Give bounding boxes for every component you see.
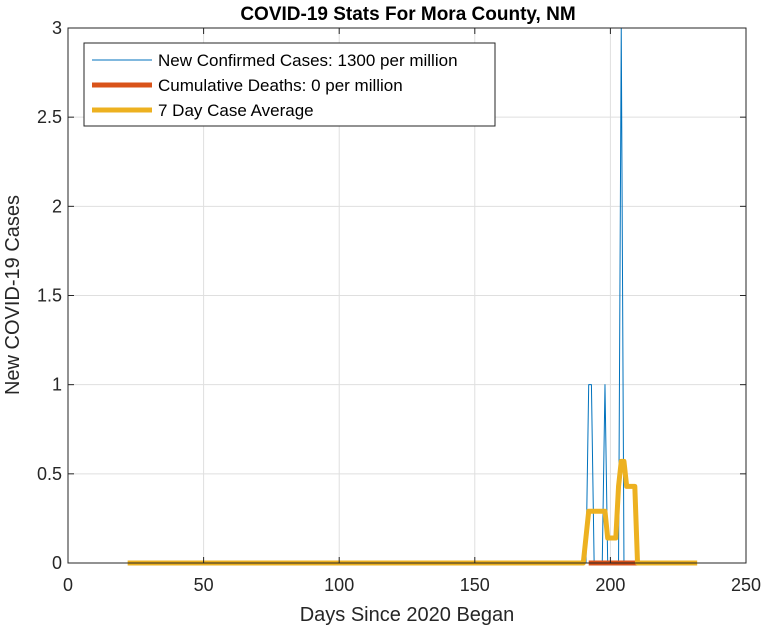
x-axis-label: Days Since 2020 Began — [300, 604, 515, 626]
y-tick-label: 1.5 — [37, 286, 62, 306]
legend-items: New Confirmed Cases: 1300 per million Cum… — [92, 51, 458, 120]
y-tick-label: 0 — [52, 553, 62, 573]
legend: New Confirmed Cases: 1300 per million Cum… — [83, 42, 496, 127]
legend-label-3: 7 Day Case Average — [158, 101, 314, 120]
x-tick-label: 250 — [731, 575, 761, 595]
x-tick-label: 50 — [194, 575, 214, 595]
x-tick-label: 150 — [460, 575, 490, 595]
y-tick-label: 2 — [52, 196, 62, 216]
legend-label-1: New Confirmed Cases: 1300 per million — [158, 51, 458, 70]
x-tick-label: 100 — [324, 575, 354, 595]
y-tick-label: 0.5 — [37, 464, 62, 484]
x-tick-label: 200 — [595, 575, 625, 595]
series-line-3 — [127, 458, 698, 566]
y-axis-label: New COVID-19 Cases — [2, 195, 24, 395]
series-line-1 — [127, 27, 698, 564]
x-tick-label: 0 — [63, 575, 73, 595]
legend-label-2: Cumulative Deaths: 0 per million — [158, 76, 403, 95]
chart-title: COVID-19 Stats For Mora County, NM — [240, 4, 575, 25]
y-tick-label: 3 — [52, 18, 62, 38]
legend-box — [83, 42, 496, 127]
y-tick-label: 1 — [52, 375, 62, 395]
y-tick-label: 2.5 — [37, 107, 62, 127]
tick-layer: 0 50 100 150 200 250 0 0.5 1 1.5 2 2.5 3 — [37, 18, 761, 595]
